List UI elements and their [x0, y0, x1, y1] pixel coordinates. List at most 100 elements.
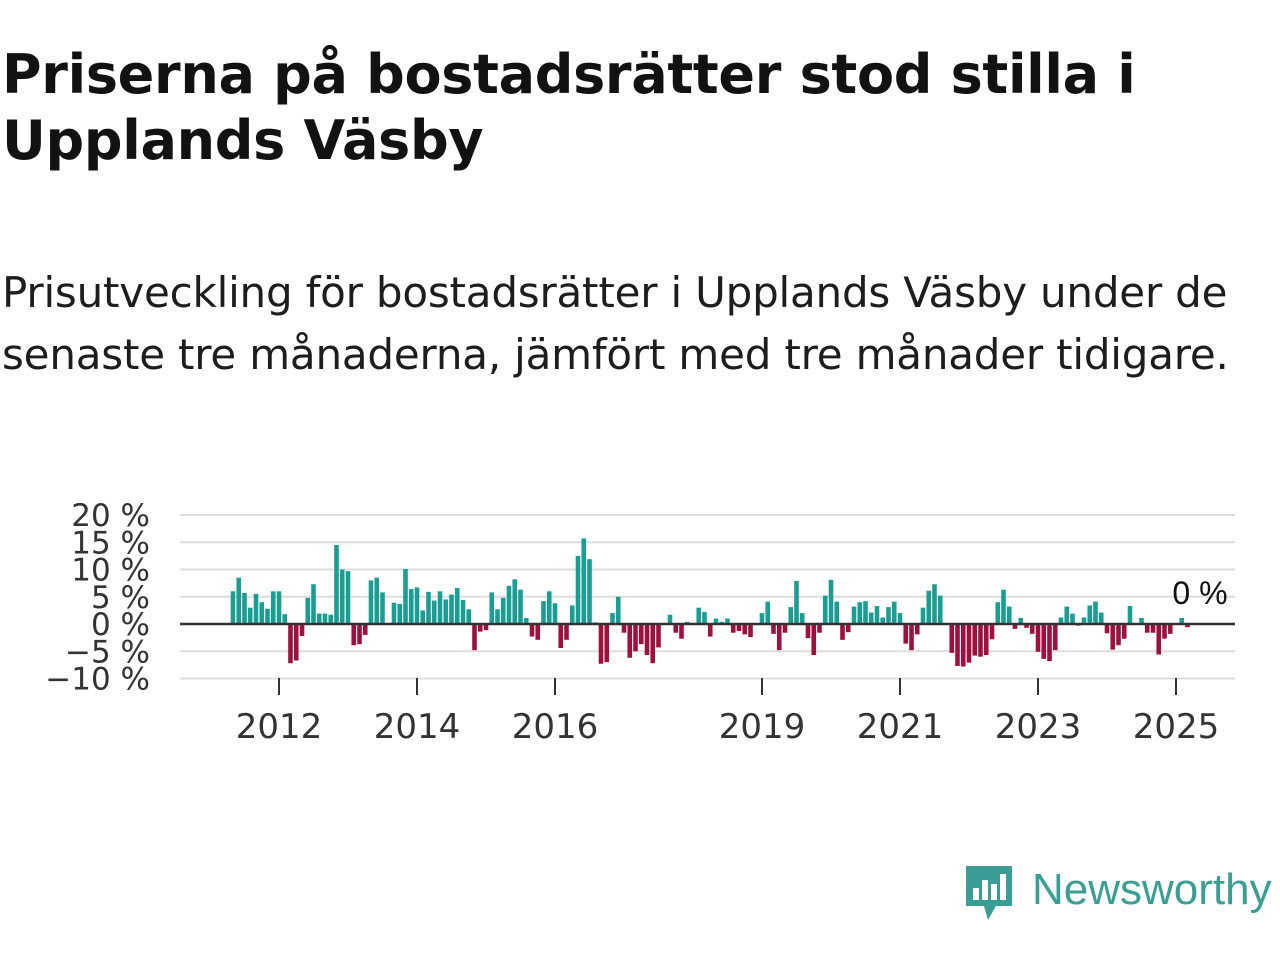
bar — [1098, 612, 1104, 624]
x-tick-label: 2025 — [1133, 707, 1220, 747]
bar — [702, 612, 707, 624]
bar — [989, 624, 995, 640]
bar — [920, 607, 926, 624]
bar — [265, 608, 270, 624]
bar — [771, 624, 776, 634]
bar — [1001, 589, 1006, 624]
bar — [477, 624, 483, 632]
bar — [1024, 624, 1029, 628]
bar — [581, 538, 587, 624]
bar — [1185, 624, 1190, 628]
bar — [426, 591, 431, 624]
bar — [328, 614, 334, 624]
bar — [552, 603, 558, 624]
bar — [960, 624, 966, 667]
bar — [621, 624, 627, 633]
bar — [305, 597, 311, 624]
bar — [253, 594, 259, 624]
bar — [707, 624, 713, 637]
bar — [765, 601, 771, 624]
bar — [1144, 624, 1150, 633]
bar — [880, 617, 886, 624]
bar — [391, 602, 397, 624]
bar — [357, 624, 362, 645]
x-tick-label: 2021 — [857, 707, 944, 747]
bar — [334, 544, 339, 624]
bar — [242, 592, 247, 624]
bar — [1087, 605, 1093, 624]
bar — [926, 590, 932, 624]
bar — [535, 624, 541, 640]
bar — [794, 580, 799, 624]
bar — [788, 607, 794, 624]
chart-subtitle: Prisutveckling för bostadsrätter i Uppla… — [2, 268, 1229, 379]
newsworthy-logo-icon — [966, 866, 1012, 920]
bar — [420, 610, 426, 625]
bar — [1127, 606, 1133, 624]
bar — [736, 624, 742, 632]
bar — [673, 624, 679, 633]
bar — [282, 614, 288, 624]
bar — [316, 613, 322, 624]
bar — [483, 624, 489, 630]
bar — [914, 624, 920, 635]
bar — [414, 587, 420, 624]
bar — [449, 594, 454, 624]
bar — [288, 624, 293, 664]
bar — [500, 597, 506, 624]
bar — [472, 624, 477, 651]
bar — [1052, 624, 1058, 651]
bar — [972, 624, 978, 656]
bar — [403, 568, 408, 624]
bar — [615, 596, 621, 624]
bar — [1018, 618, 1024, 624]
bar-series — [230, 538, 1190, 667]
bar — [322, 613, 328, 624]
x-tick-label: 2019 — [719, 707, 806, 747]
bar — [1179, 618, 1185, 624]
bar — [518, 589, 523, 624]
bar — [995, 602, 1001, 624]
bar — [949, 624, 955, 653]
bar — [374, 577, 380, 624]
bar — [1121, 624, 1127, 639]
bar — [236, 577, 242, 624]
chart-title: Priserna på bostadsrätter stod stilla i … — [2, 43, 1136, 172]
gridlines — [180, 514, 1235, 680]
bar — [431, 600, 437, 624]
bar — [891, 601, 897, 624]
y-tick-label: 5 % — [91, 580, 150, 616]
bar — [638, 624, 644, 645]
bar — [598, 624, 604, 664]
bar — [955, 624, 960, 666]
bar — [696, 607, 702, 624]
bar — [1093, 601, 1098, 624]
bar — [1041, 624, 1047, 659]
y-tick-label: 10 % — [71, 553, 150, 589]
bar — [1029, 624, 1035, 634]
bar — [512, 579, 518, 624]
bar — [489, 592, 495, 624]
bar — [725, 618, 730, 624]
bar — [874, 606, 880, 624]
y-tick-label: 0 % — [91, 607, 150, 643]
bar — [656, 624, 661, 648]
bar — [1006, 606, 1012, 624]
bar — [1064, 606, 1070, 624]
bar — [1058, 617, 1064, 624]
bar — [799, 613, 805, 624]
bar — [443, 599, 449, 624]
bar — [1047, 624, 1052, 662]
bar — [299, 624, 305, 636]
bar — [1070, 613, 1075, 624]
bar — [903, 624, 909, 644]
bar — [1150, 624, 1156, 633]
bar — [909, 624, 914, 651]
bar — [1156, 624, 1162, 655]
bar — [782, 624, 788, 633]
x-axis: 2012 2014 2016 2019 2021 2023 2025 — [236, 678, 1220, 747]
bar — [230, 591, 236, 624]
bar — [897, 613, 903, 624]
bar — [362, 624, 368, 635]
bar — [650, 624, 656, 664]
